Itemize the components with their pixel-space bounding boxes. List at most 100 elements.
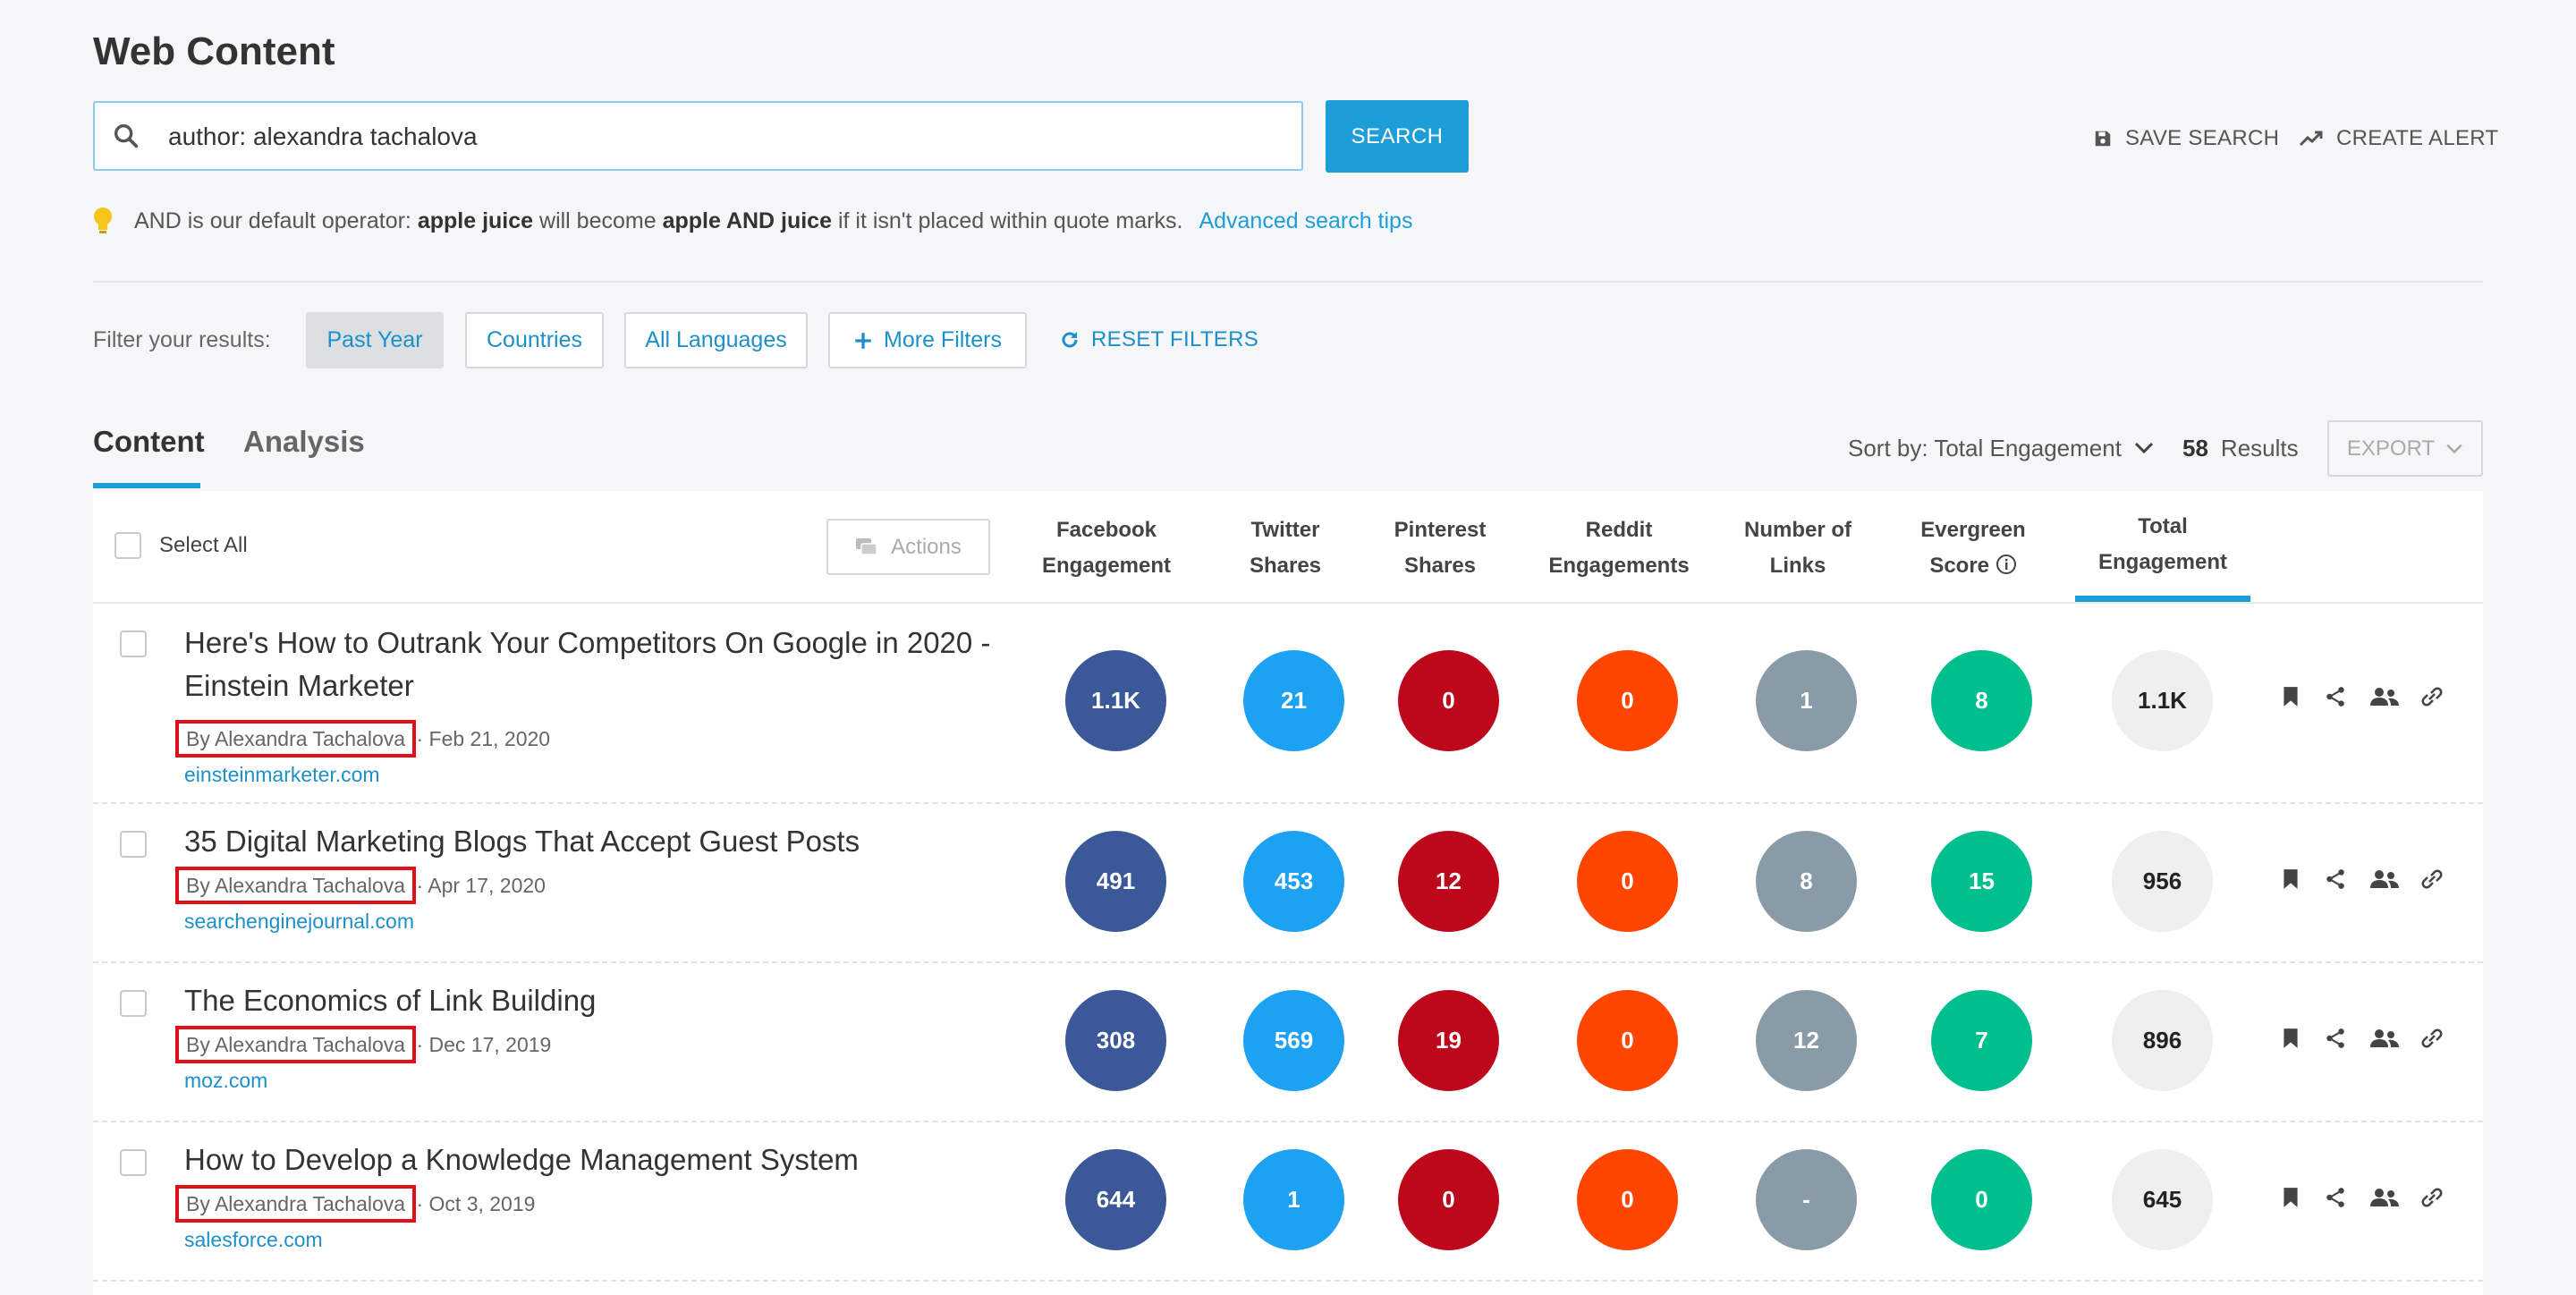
search-icon bbox=[114, 123, 139, 148]
author-highlight[interactable]: By Alexandra Tachalova bbox=[174, 720, 417, 758]
row-checkbox[interactable] bbox=[120, 1149, 147, 1176]
tab-content[interactable]: Content bbox=[93, 425, 205, 458]
facebook-engagement: 644 bbox=[1065, 1149, 1166, 1250]
author-highlight[interactable]: By Alexandra Tachalova bbox=[174, 1185, 417, 1223]
share-icon[interactable] bbox=[2324, 1186, 2347, 1209]
column-links[interactable]: Number of Links bbox=[1717, 512, 1878, 584]
filter-languages[interactable]: All Languages bbox=[624, 312, 808, 368]
article-source[interactable]: einsteinmarketer.com bbox=[184, 763, 380, 786]
table-row: How to Develop a Knowledge Management Sy… bbox=[93, 1121, 2483, 1282]
tab-analysis[interactable]: Analysis bbox=[243, 425, 365, 458]
results-table: Select All Actions Facebook Engagement Tw… bbox=[93, 491, 2483, 1295]
row-checkbox[interactable] bbox=[120, 831, 147, 858]
bookmark-icon[interactable] bbox=[2279, 1027, 2302, 1050]
share-icon[interactable] bbox=[2324, 685, 2347, 708]
article-source[interactable]: searchenginejournal.com bbox=[184, 910, 414, 933]
column-facebook[interactable]: Facebook Engagement bbox=[1026, 512, 1187, 584]
article-title[interactable]: The Economics of Link Building bbox=[184, 984, 597, 1017]
bookmark-icon[interactable] bbox=[2279, 1186, 2302, 1209]
column-pinterest[interactable]: Pinterest Shares bbox=[1360, 512, 1521, 584]
row-checkbox[interactable] bbox=[120, 990, 147, 1017]
users-icon[interactable] bbox=[2368, 1186, 2401, 1209]
article-source[interactable]: moz.com bbox=[184, 1069, 268, 1092]
article-title[interactable]: 35 Digital Marketing Blogs That Accept G… bbox=[184, 825, 860, 858]
chevron-down-icon bbox=[2134, 442, 2153, 454]
bookmark-icon[interactable] bbox=[2279, 685, 2302, 708]
advanced-search-tips-link[interactable]: Advanced search tips bbox=[1199, 207, 1413, 233]
users-icon[interactable] bbox=[2368, 868, 2401, 891]
evergreen-score: 8 bbox=[1931, 650, 2032, 751]
filter-countries[interactable]: Countries bbox=[465, 312, 604, 368]
column-reddit[interactable]: Reddit Engagements bbox=[1538, 512, 1699, 584]
column-evergreen-line2-wrap: Score bbox=[1893, 548, 2054, 584]
article-date: · Oct 3, 2019 bbox=[416, 1192, 536, 1215]
author-highlight[interactable]: By Alexandra Tachalova bbox=[174, 1026, 417, 1063]
more-filters-button[interactable]: More Filters bbox=[828, 312, 1027, 368]
link-icon[interactable] bbox=[2417, 1027, 2447, 1050]
article-title[interactable]: Here's How to Outrank Your Competitors O… bbox=[184, 626, 991, 702]
table-row: The Economics of Link Building By Alexan… bbox=[93, 961, 2483, 1122]
search-input[interactable] bbox=[166, 115, 1279, 158]
author-highlight[interactable]: By Alexandra Tachalova bbox=[174, 867, 417, 904]
column-facebook-line1: Facebook bbox=[1055, 518, 1157, 542]
tip-pre: AND is our default operator: bbox=[134, 207, 411, 233]
plus-icon bbox=[855, 332, 871, 349]
filter-label: Filter your results: bbox=[93, 327, 271, 352]
create-alert-button[interactable]: CREATE ALERT bbox=[2299, 125, 2498, 152]
article-source[interactable]: salesforce.com bbox=[184, 1228, 323, 1251]
number-of-links: - bbox=[1756, 1149, 1857, 1250]
reset-filters-button[interactable]: RESET FILTERS bbox=[1059, 325, 1258, 355]
pinterest-shares: 19 bbox=[1398, 990, 1499, 1091]
info-icon[interactable] bbox=[1996, 554, 2017, 575]
divider bbox=[93, 281, 2483, 283]
column-twitter[interactable]: Twitter Shares bbox=[1205, 512, 1366, 584]
total-engagement: 896 bbox=[2112, 990, 2213, 1091]
link-icon[interactable] bbox=[2417, 1186, 2447, 1209]
users-icon[interactable] bbox=[2368, 1027, 2401, 1050]
active-tab-indicator bbox=[93, 483, 200, 488]
reddit-engagements: 0 bbox=[1577, 831, 1678, 932]
more-filters-label: More Filters bbox=[884, 327, 1002, 352]
select-all-checkbox[interactable] bbox=[114, 532, 141, 559]
total-engagement: 645 bbox=[2112, 1149, 2213, 1250]
column-reddit-line2: Engagements bbox=[1548, 554, 1690, 578]
column-evergreen-line2: Score bbox=[1929, 554, 1990, 578]
row-checkbox[interactable] bbox=[120, 631, 147, 657]
article-title[interactable]: How to Develop a Knowledge Management Sy… bbox=[184, 1143, 859, 1176]
number-of-links: 8 bbox=[1756, 831, 1857, 932]
search-tip: AND is our default operator: apple juice… bbox=[93, 206, 1412, 236]
trending-up-icon bbox=[2299, 131, 2323, 147]
lightbulb-icon bbox=[94, 207, 112, 233]
select-all-label: Select All bbox=[159, 533, 248, 557]
table-header: Select All Actions Facebook Engagement Tw… bbox=[93, 491, 2483, 604]
twitter-shares: 453 bbox=[1243, 831, 1344, 932]
results-number: 58 bbox=[2182, 434, 2208, 461]
actions-label: Actions bbox=[891, 534, 962, 559]
number-of-links: 1 bbox=[1756, 650, 1857, 751]
search-button[interactable]: SEARCH bbox=[1326, 100, 1469, 173]
share-icon[interactable] bbox=[2324, 1027, 2347, 1050]
article-date: · Apr 17, 2020 bbox=[416, 874, 546, 897]
column-pinterest-line1: Pinterest bbox=[1394, 518, 1487, 542]
link-icon[interactable] bbox=[2417, 868, 2447, 891]
bookmark-icon[interactable] bbox=[2279, 868, 2302, 891]
share-icon[interactable] bbox=[2324, 868, 2347, 891]
link-icon[interactable] bbox=[2417, 685, 2447, 708]
number-of-links: 12 bbox=[1756, 990, 1857, 1091]
table-row: Here's How to Outrank Your Competitors O… bbox=[93, 602, 2483, 804]
tip-term2: apple AND juice bbox=[662, 207, 832, 233]
total-engagement: 956 bbox=[2112, 831, 2213, 932]
column-facebook-line2: Engagement bbox=[1041, 554, 1172, 578]
users-icon[interactable] bbox=[2368, 685, 2401, 708]
search-box[interactable] bbox=[93, 101, 1303, 171]
export-button[interactable]: EXPORT bbox=[2327, 420, 2483, 477]
actions-button[interactable]: Actions bbox=[826, 519, 990, 575]
column-total[interactable]: Total Engagement bbox=[2082, 509, 2243, 580]
column-evergreen[interactable]: Evergreen Score bbox=[1893, 512, 2054, 584]
export-label: EXPORT bbox=[2346, 436, 2436, 461]
twitter-shares: 21 bbox=[1243, 650, 1344, 751]
filter-past-year[interactable]: Past Year bbox=[306, 312, 444, 368]
sort-dropdown[interactable]: Sort by: Total Engagement bbox=[1848, 433, 2154, 463]
save-search-button[interactable]: SAVE SEARCH bbox=[2093, 125, 2279, 152]
twitter-shares: 1 bbox=[1243, 1149, 1344, 1250]
